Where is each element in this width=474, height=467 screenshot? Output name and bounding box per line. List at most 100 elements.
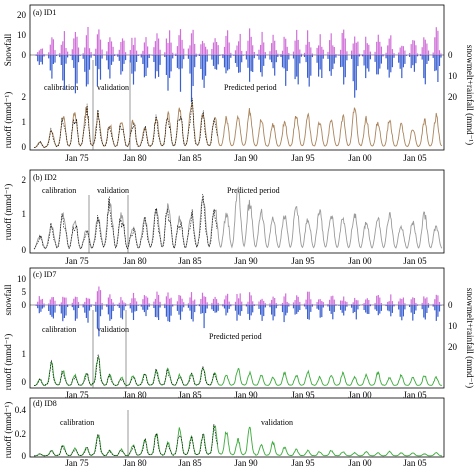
panel-c-upper-ytick: 10 (17, 274, 27, 284)
panel-c-snowfall-bar (236, 294, 238, 305)
panel-c-snowfall-bar (285, 293, 287, 305)
panel-a-snowfall-bar (228, 42, 230, 55)
panel-a-forcing-bar (438, 55, 441, 66)
panel-a-forcing-bar (183, 55, 185, 60)
panel-a-forcing-bar (49, 55, 51, 71)
panel-c-snowfall-bar (120, 297, 122, 305)
panel-a-forcing-bar (201, 55, 204, 80)
panel-c-forcing-bar (366, 305, 368, 314)
panel-b-xaxis: Jan 75 Jan 80 Jan 85 Jan 90 Jan 95 Jan 0… (65, 256, 427, 266)
panel-a-snowfall-bar (440, 53, 442, 55)
panel-c-forcing-bar (340, 305, 342, 310)
panel-a-forcing-bar (71, 55, 73, 61)
panel-c-snowfall-bar (37, 301, 39, 305)
panel-c-snowfall-bar (198, 303, 200, 305)
panel-c-forcing-bar (159, 305, 161, 308)
panel-c-forcing-bar (101, 305, 103, 310)
panel-a-right-ytick: 0 (448, 50, 453, 60)
panel-a-forcing-bar (341, 55, 343, 67)
panel-a-snowfall-bar (438, 50, 441, 55)
panel-a-snowfall-bar (363, 50, 365, 55)
panel-c-snowfall-bar (271, 299, 273, 305)
panel-c-forcing-bar (132, 305, 135, 320)
panel-a-forcing-bar (333, 55, 335, 64)
panel-c-forcing-bar (437, 305, 439, 317)
panel-c-snowfall-bar (376, 295, 378, 305)
panel-a-snowfall-bar (223, 46, 226, 55)
panel-c-snowfall-bar (62, 296, 64, 305)
panel-c-snowfall-bar (225, 295, 227, 305)
panel-a-snowfall-bar (322, 49, 324, 55)
panel-a-forcing-bar (357, 55, 359, 67)
panel-a-snowfall-bar (38, 50, 40, 55)
panel-a-forcing-bar (322, 55, 324, 59)
panel-c-forcing-bar (341, 305, 343, 313)
panel-a-forcing-bar (225, 55, 227, 74)
panel-a-snowfall-bar (238, 41, 240, 55)
panel-a-snowfall-bar (129, 50, 131, 55)
panel-a-forcing-bar (145, 55, 147, 76)
panel-c-snowfall-bar (322, 302, 324, 305)
panel-c-snowfall-bar (427, 303, 430, 305)
panel-a-snowfall-bar (125, 52, 127, 55)
panel-c-forcing-bar (333, 305, 335, 312)
panel-a-forcing-bar (385, 55, 387, 59)
panel-c-forcing-bar (143, 305, 145, 313)
panel-c-snowfall-bar (423, 296, 425, 305)
panel-c-snowfall-bar (49, 299, 51, 305)
panel-c-snowfall-bar (357, 300, 359, 305)
panel-a-upper-ytick: 0 (22, 50, 27, 60)
panel-a-snowfall-bar (183, 48, 185, 55)
panel-a-snowfall-bar (54, 50, 56, 55)
panel-c-snowfall-bar (206, 302, 208, 305)
panel-a-forcing-bar (376, 55, 378, 75)
panel-c-lower-ytick: 0 (22, 377, 27, 387)
panel-a-snowfall-bar (421, 47, 423, 55)
panel-a-forcing-bar (398, 55, 400, 63)
panel-c-forcing-bar (223, 305, 226, 309)
panel-a-forcing-bar (382, 55, 384, 57)
panel-c-snowfall-bar (379, 297, 381, 305)
panel-a-forcing-bar (308, 55, 310, 87)
panel-c-forcing-bar (409, 305, 411, 307)
panel-a-snowfall-bar (382, 54, 384, 55)
panel-a-forcing-bar (54, 55, 56, 63)
panel-c-snowfall-bar (99, 290, 102, 305)
panel-b-annotation-calibration: calibration (42, 186, 76, 195)
panel-a-snowfall-bar (365, 36, 367, 55)
panel-c-snowfall-bar (368, 300, 370, 305)
panel-c-forcing-bar (52, 305, 54, 319)
panel-c-forcing-bar (106, 305, 108, 307)
panel-c-snowfall-bar (74, 296, 76, 305)
panel-c-forcing-bar (142, 305, 144, 310)
panel-c-forcing-bar (299, 305, 301, 310)
panel-c-snowfall-bar (294, 300, 296, 305)
panel-a-forcing-bar (109, 55, 111, 79)
panel-a-snowfall-bar (154, 41, 156, 55)
panel-a-forcing-bar (427, 55, 430, 61)
panel-a-snowfall-bar (410, 44, 412, 55)
panel-c-snowfall-bar (183, 302, 185, 305)
panel-a-snowfall-bar (303, 52, 306, 55)
panel-c-snowfall-bar (172, 304, 174, 305)
panel-b-xtick: Jan 85 (178, 256, 202, 266)
panel-a-forcing-bar (285, 55, 287, 86)
panel-a-forcing-bar (187, 55, 189, 59)
panel-a-forcing-bar (274, 55, 276, 76)
panel-a-forcing-bar (112, 55, 114, 62)
panel-a-forcing-bar (169, 55, 171, 78)
panel-c-forcing-bar (211, 305, 213, 310)
panel-a-forcing-bar (305, 55, 307, 63)
panel-c-snowfall-bar (84, 301, 86, 305)
panel-a-forcing-bar (211, 55, 213, 60)
panel-c-forcing-bar (303, 305, 306, 307)
panel-c-snowfall-bar (216, 299, 218, 305)
panel-a-forcing-bar (247, 55, 249, 68)
panel-c-forcing-bar (147, 305, 149, 310)
panel-a-snowfall-bar (398, 52, 400, 55)
panel-a-forcing-bar (189, 55, 191, 74)
panel-d-ytick: 0 (22, 451, 27, 461)
panel-a-snowfall-bar (165, 38, 167, 55)
panel-c-forcing-bar (183, 305, 185, 308)
panel-c-snowfall-bar (129, 303, 131, 305)
